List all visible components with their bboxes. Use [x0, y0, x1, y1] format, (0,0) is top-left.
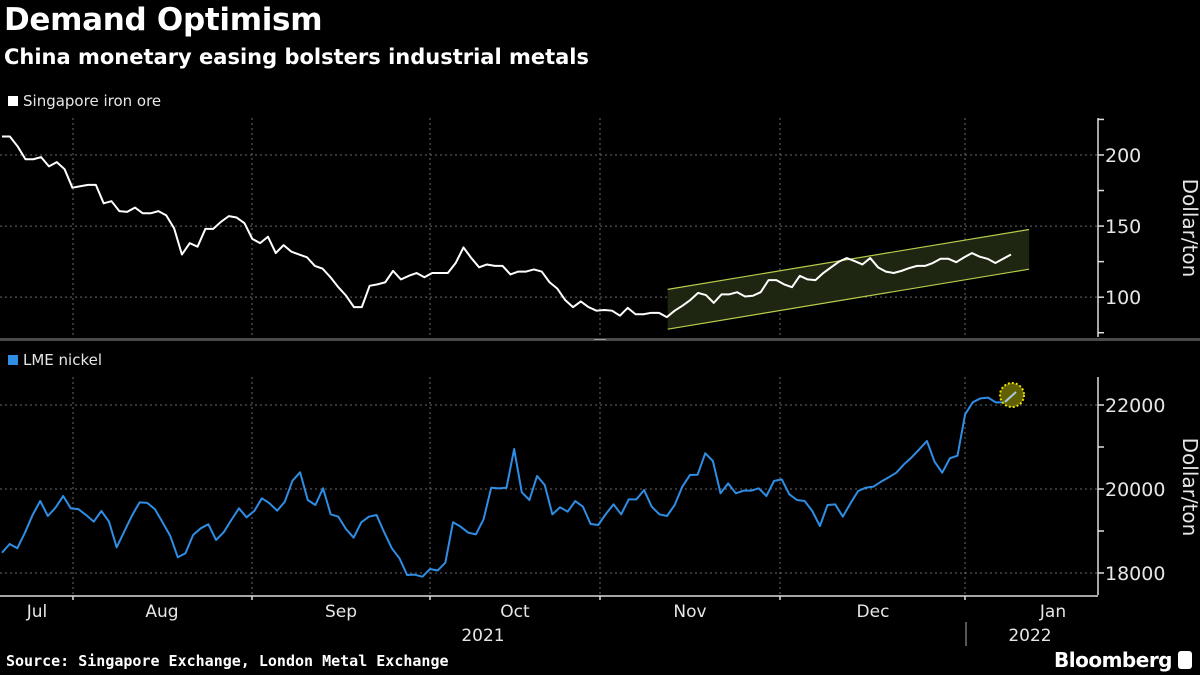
- legend-iron-ore: Singapore iron ore: [8, 92, 161, 110]
- y-tick-label: 200: [1105, 145, 1141, 167]
- gridlines: [0, 118, 1098, 595]
- bloomberg-terminal-icon: [1178, 651, 1192, 669]
- x-month-label-jan: Jan: [1039, 602, 1066, 622]
- trend-channel: [667, 228, 1030, 330]
- nickel-line: [1, 395, 1012, 578]
- y-tick-label: 20000: [1105, 479, 1165, 501]
- y-tick-label: 100: [1105, 287, 1141, 309]
- x-month-label-aug: Aug: [145, 602, 178, 622]
- bloomberg-logo: Bloomberg: [1054, 648, 1192, 672]
- x-month-label-jul: Jul: [26, 602, 48, 622]
- logo-text: Bloomberg: [1054, 648, 1172, 672]
- axes: 100 150 200 18000 20000 22000 Jul Aug Sep Oct Nov D…: [0, 118, 1165, 646]
- legend-label-iron-ore: Singapore iron ore: [23, 92, 162, 110]
- chart-title: Demand Optimism: [4, 2, 323, 38]
- chart-subtitle: China monetary easing bolsters industria…: [4, 45, 590, 69]
- x-month-label-oct: Oct: [500, 602, 530, 622]
- legend-label-nickel: LME nickel: [23, 351, 103, 369]
- x-month-label-nov: Nov: [673, 602, 706, 622]
- y-tick-label: 18000: [1105, 563, 1165, 585]
- x-month-label-sep: Sep: [325, 602, 357, 622]
- y-axis-label-bottom: Dollar/ton: [1178, 438, 1200, 537]
- legend-swatch-nickel: [8, 355, 18, 365]
- channel-lower-line: [667, 268, 1030, 330]
- legend-swatch-iron-ore: [8, 96, 18, 106]
- divider-handle[interactable]: [594, 339, 606, 340]
- y-tick-label: 22000: [1105, 395, 1165, 417]
- x-year-label-2022: 2022: [1008, 626, 1051, 646]
- x-year-label-2021: 2021: [461, 626, 504, 646]
- iron-ore-line: [2, 135, 1012, 319]
- x-month-label-dec: Dec: [857, 602, 890, 622]
- series-lines: [1, 135, 1025, 578]
- source-note: Source: Singapore Exchange, London Metal…: [6, 652, 449, 670]
- legend-nickel: LME nickel: [8, 351, 102, 369]
- highlight-segment: [1004, 391, 1017, 403]
- channel-fill: [667, 229, 1030, 330]
- y-tick-label: 150: [1105, 216, 1141, 238]
- y-axis-label-top: Dollar/ton: [1178, 179, 1200, 278]
